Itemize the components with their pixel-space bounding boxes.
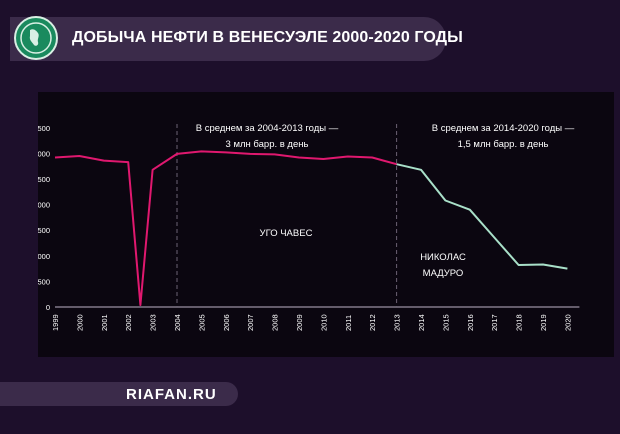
x-tick-label: 2007 <box>246 314 255 331</box>
x-tick-label: 2012 <box>368 314 377 331</box>
x-tick-label: 2011 <box>344 315 353 331</box>
globe-logo-icon <box>14 16 58 60</box>
label-chavez: УГО ЧАВЕС <box>260 228 313 239</box>
x-tick-label: 2004 <box>173 314 182 331</box>
x-tick-label: 2003 <box>149 314 158 331</box>
x-tick-label: 2005 <box>197 314 206 331</box>
x-tick-label: 2006 <box>222 314 231 331</box>
x-tick-label: 2002 <box>124 314 133 331</box>
label-maduro: НИКОЛАС <box>420 252 466 263</box>
x-tick-label: 2018 <box>515 314 524 331</box>
x-tick-label: 2009 <box>295 314 304 331</box>
x-tick-label: 1999 <box>51 314 60 331</box>
footer-bar <box>0 382 238 406</box>
annotation-period-maduro: 1,5 млн барр. в день <box>458 139 549 150</box>
y-tick-label: 1500 <box>38 226 50 235</box>
y-tick-label: 3500 <box>38 124 50 133</box>
page-title: ДОБЫЧА НЕФТИ В ВЕНЕСУЭЛЕ 2000-2020 ГОДЫ <box>72 29 463 46</box>
x-tick-label: 2017 <box>490 314 499 331</box>
y-tick-label: 500 <box>38 277 50 286</box>
chart-panel: 0 500 1000 1500 2000 2500 3000 3500 1999 2000 2001… <box>38 92 614 357</box>
x-tick-label: 2019 <box>539 314 548 331</box>
x-tick-label: 2008 <box>271 314 280 331</box>
annotation-period-maduro: В среднем за 2014-2020 годы — <box>432 123 575 134</box>
y-tick-label: 2000 <box>38 201 50 210</box>
title-bar <box>10 17 446 61</box>
x-tick-label: 2016 <box>466 314 475 331</box>
y-tick-label: 1000 <box>38 252 50 261</box>
oil-production-chart: 0 500 1000 1500 2000 2500 3000 3500 1999 2000 2001… <box>38 123 580 331</box>
x-tick-label: 2020 <box>563 314 572 331</box>
x-tick-label: 2001 <box>100 314 109 331</box>
x-tick-label: 2014 <box>417 314 426 331</box>
x-tick-label: 2015 <box>441 314 450 331</box>
annotation-period-chavez: В среднем за 2004-2013 годы — <box>196 123 339 134</box>
annotation-period-chavez: 3 млн барр. в день <box>226 139 309 150</box>
x-tick-label: 2013 <box>393 314 402 331</box>
x-tick-label: 2000 <box>75 314 84 331</box>
site-name[interactable]: RIAFAN.RU <box>126 386 217 403</box>
label-maduro: МАДУРО <box>423 268 464 279</box>
chavez-series-line <box>54 150 397 306</box>
y-tick-label: 2500 <box>38 175 50 184</box>
x-tick-label: 2010 <box>319 314 328 331</box>
maduro-series-line <box>396 163 568 270</box>
y-tick-label: 3000 <box>38 149 50 158</box>
globe-icon <box>20 22 52 54</box>
y-tick-label: 0 <box>46 303 50 312</box>
